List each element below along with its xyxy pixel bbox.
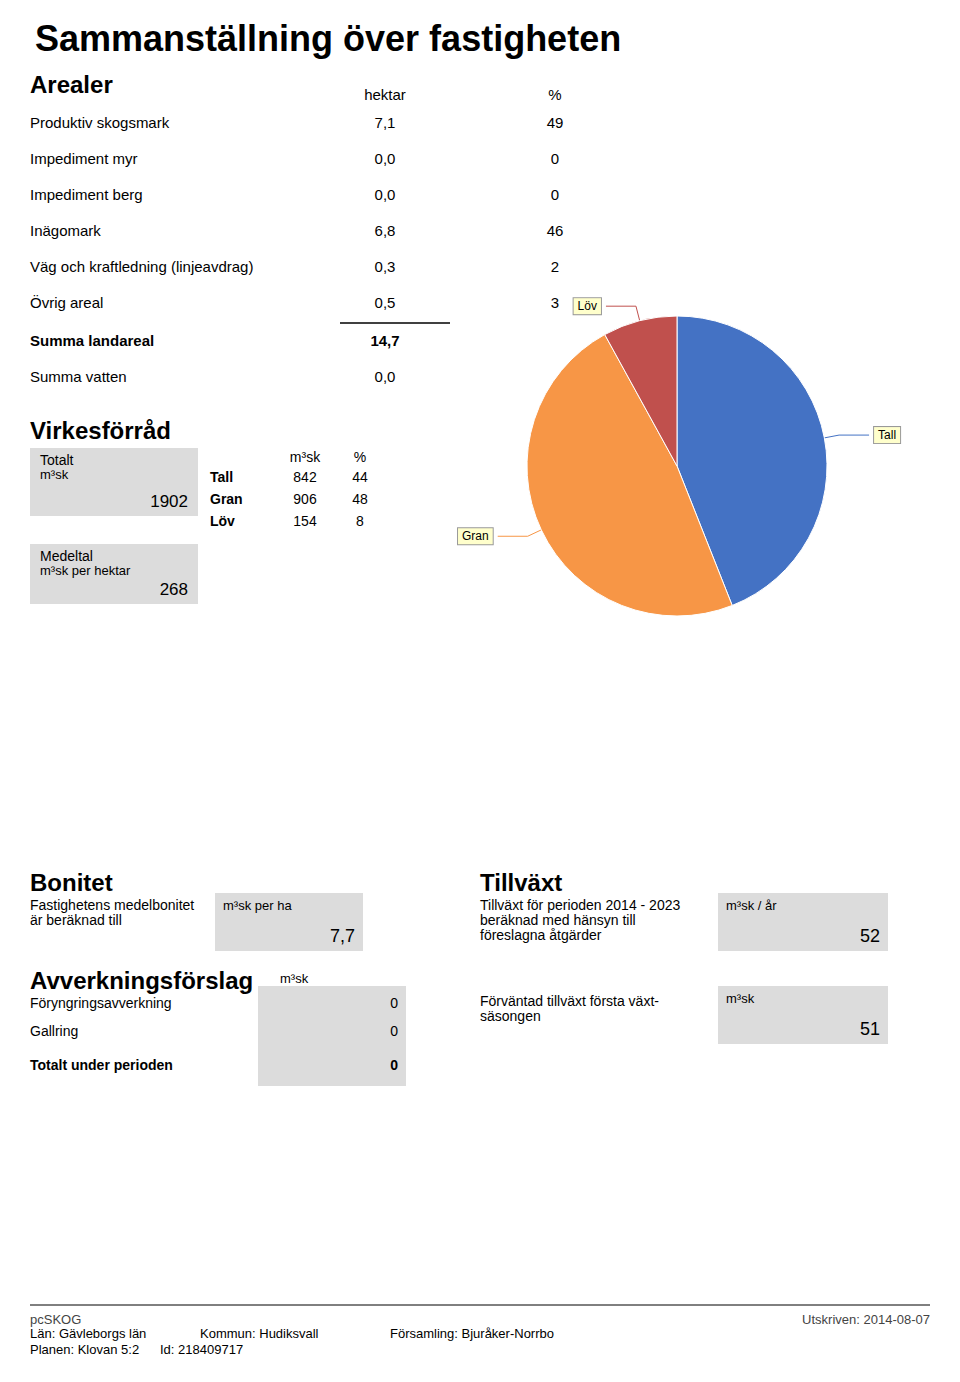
svg-text:Tillväxt för perioden 2014 - 2: Tillväxt för perioden 2014 - 2023: [480, 897, 680, 913]
svg-text:beräknad med hänsyn till: beräknad med hänsyn till: [480, 912, 636, 928]
svg-text:hektar: hektar: [364, 86, 406, 103]
svg-text:49: 49: [547, 114, 564, 131]
svg-text:Virkesförråd: Virkesförråd: [30, 417, 171, 444]
svg-text:0,0: 0,0: [375, 368, 396, 385]
svg-text:Impediment myr: Impediment myr: [30, 150, 138, 167]
svg-text:m³sk: m³sk: [280, 971, 309, 986]
svg-text:51: 51: [860, 1019, 880, 1039]
svg-text:Totalt: Totalt: [40, 452, 74, 468]
svg-text:6,8: 6,8: [375, 222, 396, 239]
svg-text:Föryngringsavverkning: Föryngringsavverkning: [30, 995, 172, 1011]
svg-text:Fastighetens medelbonitet: Fastighetens medelbonitet: [30, 897, 194, 913]
svg-text:842: 842: [293, 469, 317, 485]
svg-text:Totalt under perioden: Totalt under perioden: [30, 1057, 173, 1073]
svg-text:Löv: Löv: [578, 299, 597, 313]
svg-text:2: 2: [551, 258, 559, 275]
svg-text:Kommun: Hudiksvall: Kommun: Hudiksvall: [200, 1326, 319, 1341]
svg-text:Tall: Tall: [878, 428, 896, 442]
svg-text:3: 3: [551, 294, 559, 311]
svg-text:Inägomark: Inägomark: [30, 222, 101, 239]
svg-text:Förväntad tillväxt första växt: Förväntad tillväxt första växt-: [480, 993, 659, 1009]
svg-text:pcSKOG: pcSKOG: [30, 1312, 81, 1327]
svg-text:48: 48: [352, 491, 368, 507]
svg-text:%: %: [354, 449, 366, 465]
svg-text:0,3: 0,3: [375, 258, 396, 275]
svg-text:7,1: 7,1: [375, 114, 396, 131]
svg-text:Tillväxt: Tillväxt: [480, 869, 562, 896]
svg-text:%: %: [548, 86, 561, 103]
svg-text:Övrig areal: Övrig areal: [30, 294, 103, 311]
svg-text:Medeltal: Medeltal: [40, 548, 93, 564]
svg-text:är beräknad till: är beräknad till: [30, 912, 122, 928]
svg-text:Avverkningsförslag: Avverkningsförslag: [30, 967, 253, 994]
svg-text:0: 0: [390, 1057, 398, 1073]
svg-text:Summa vatten: Summa vatten: [30, 368, 127, 385]
svg-text:0: 0: [551, 150, 559, 167]
svg-text:52: 52: [860, 926, 880, 946]
svg-text:m³sk per ha: m³sk per ha: [223, 898, 292, 913]
svg-text:Tall: Tall: [210, 469, 233, 485]
svg-text:154: 154: [293, 513, 317, 529]
svg-text:8: 8: [356, 513, 364, 529]
svg-text:0: 0: [551, 186, 559, 203]
svg-text:0: 0: [390, 1023, 398, 1039]
svg-text:m³sk: m³sk: [726, 991, 755, 1006]
svg-text:46: 46: [547, 222, 564, 239]
svg-text:Id: 218409717: Id: 218409717: [160, 1342, 243, 1357]
svg-text:1902: 1902: [150, 492, 188, 511]
svg-text:Sammanställning över fastighet: Sammanställning över fastigheten: [35, 18, 621, 59]
svg-text:m³sk / år: m³sk / år: [726, 898, 777, 913]
svg-text:7,7: 7,7: [330, 926, 355, 946]
svg-text:Gallring: Gallring: [30, 1023, 78, 1039]
svg-text:Län: Gävleborgs län: Län: Gävleborgs län: [30, 1326, 146, 1341]
svg-text:0,5: 0,5: [375, 294, 396, 311]
svg-text:906: 906: [293, 491, 317, 507]
svg-text:föreslagna åtgärder: föreslagna åtgärder: [480, 927, 602, 943]
svg-text:Bonitet: Bonitet: [30, 869, 113, 896]
svg-text:m³sk: m³sk: [290, 449, 321, 465]
svg-text:m³sk per hektar: m³sk per hektar: [40, 563, 131, 578]
svg-text:m³sk: m³sk: [40, 467, 69, 482]
svg-text:Impediment berg: Impediment berg: [30, 186, 143, 203]
svg-text:0,0: 0,0: [375, 186, 396, 203]
svg-text:säsongen: säsongen: [480, 1008, 541, 1024]
svg-text:Utskriven: 2014-08-07: Utskriven: 2014-08-07: [802, 1312, 930, 1327]
svg-text:Gran: Gran: [462, 529, 489, 543]
svg-text:Gran: Gran: [210, 491, 243, 507]
svg-text:Planen: Klovan 5:2: Planen: Klovan 5:2: [30, 1342, 139, 1357]
svg-text:0,0: 0,0: [375, 150, 396, 167]
svg-text:0: 0: [390, 995, 398, 1011]
svg-text:14,7: 14,7: [370, 332, 399, 349]
svg-text:Produktiv skogsmark: Produktiv skogsmark: [30, 114, 170, 131]
svg-text:268: 268: [160, 580, 188, 599]
svg-text:Väg och kraftledning (linjeavd: Väg och kraftledning (linjeavdrag): [30, 258, 253, 275]
svg-text:Löv: Löv: [210, 513, 235, 529]
svg-text:44: 44: [352, 469, 368, 485]
svg-text:Summa landareal: Summa landareal: [30, 332, 154, 349]
svg-text:Församling: Bjuråker-Norrbo: Församling: Bjuråker-Norrbo: [390, 1326, 554, 1341]
svg-text:Arealer: Arealer: [30, 71, 113, 98]
